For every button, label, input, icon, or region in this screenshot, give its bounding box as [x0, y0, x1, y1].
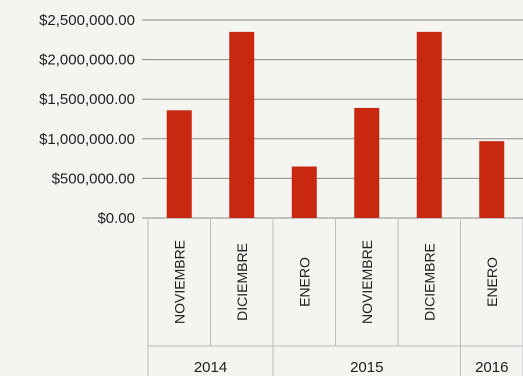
- bar: [479, 141, 505, 218]
- bar: [354, 107, 380, 218]
- category-label: DICIEMBRE: [421, 243, 437, 321]
- group-label: 2014: [194, 359, 227, 376]
- group-label: 2015: [350, 359, 383, 376]
- bar: [416, 31, 442, 218]
- group-label: 2016: [475, 359, 508, 376]
- bar: [291, 166, 317, 218]
- y-axis-tick-labels: $0.00 $500,000.00 $1,000,000.00 $1,500,000.…: [39, 12, 135, 227]
- bar: [229, 31, 255, 218]
- category-label: NOVIEMBRE: [171, 240, 187, 324]
- bars: [166, 31, 505, 218]
- y-tick-label: $500,000.00: [52, 170, 135, 187]
- category-label: ENERO: [296, 257, 312, 307]
- y-tick-label: $2,500,000.00: [39, 12, 135, 29]
- bar: [166, 110, 192, 218]
- gridlines: [142, 19, 523, 376]
- category-label: NOVIEMBRE: [359, 240, 375, 324]
- category-label: DICIEMBRE: [234, 243, 250, 321]
- y-tick-label: $1,000,000.00: [39, 131, 135, 148]
- x-axis-category-labels: NOVIEMBRE DICIEMBRE ENERO NOVIEMBRE DICIEMBR…: [171, 240, 500, 324]
- y-tick-label: $2,000,000.00: [39, 52, 135, 69]
- y-tick-label: $1,500,000.00: [39, 91, 135, 108]
- y-tick-label: $0.00: [97, 210, 135, 227]
- x-axis-group-labels: 2014 2015 2016: [194, 359, 509, 376]
- category-label: ENERO: [484, 257, 500, 307]
